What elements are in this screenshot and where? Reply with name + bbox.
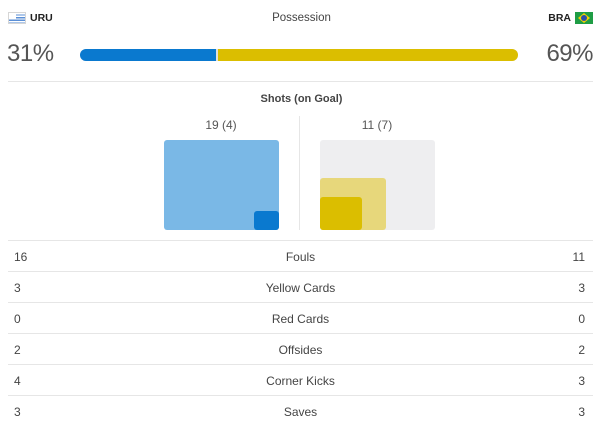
stat-away-value: 11 <box>572 250 585 264</box>
shots-title: Shots (on Goal) <box>260 93 343 105</box>
shots-separator <box>299 116 300 230</box>
stat-row-yellow-cards: 3 Yellow Cards 3 <box>8 271 593 302</box>
stat-row-red-cards: 0 Red Cards 0 <box>8 302 593 333</box>
stat-home-value: 0 <box>14 312 21 326</box>
stat-away-value: 3 <box>578 281 585 295</box>
stat-label: Fouls <box>285 250 316 264</box>
stat-row-offsides: 2 Offsides 2 <box>8 333 593 364</box>
stat-home-value: 4 <box>14 374 21 388</box>
away-possession-percent: 69% <box>546 40 593 67</box>
stat-home-value: 16 <box>14 250 28 264</box>
stat-row-saves: 3 Saves 3 <box>8 395 593 426</box>
home-possession-percent: 31% <box>7 40 54 67</box>
section-divider <box>8 81 593 82</box>
away-team-abbr: BRA <box>548 12 571 24</box>
stat-away-value: 3 <box>578 374 585 388</box>
away-team: BRA <box>548 12 593 24</box>
home-team: URU <box>8 12 53 24</box>
home-shots-count: 19 (4) <box>205 118 237 132</box>
possession-bar <box>80 49 518 61</box>
stat-row-fouls: 16 Fouls 11 <box>8 240 593 271</box>
stat-label: Red Cards <box>271 312 330 326</box>
home-team-abbr: URU <box>30 12 53 24</box>
stat-label: Corner Kicks <box>266 374 335 388</box>
home-shots-box <box>164 140 279 230</box>
stat-home-value: 2 <box>14 343 21 357</box>
stat-home-value: 3 <box>14 405 21 419</box>
possession-bar-away <box>217 49 518 61</box>
possession-section: URU Possession BRA 31% 69% <box>0 0 603 82</box>
stat-label: Offsides <box>278 343 323 357</box>
stat-label: Saves <box>283 405 318 419</box>
stat-row-corner-kicks: 4 Corner Kicks 3 <box>8 364 593 395</box>
possession-title: Possession <box>272 12 331 24</box>
stat-label: Yellow Cards <box>265 281 336 295</box>
possession-bar-home <box>80 49 216 61</box>
away-shots-on-goal-box <box>320 197 362 230</box>
away-shots-count: 11 (7) <box>361 118 393 132</box>
stat-away-value: 0 <box>578 312 585 326</box>
stats-table: 16 Fouls 11 3 Yellow Cards 3 0 Red Cards… <box>8 240 593 426</box>
stat-away-value: 2 <box>578 343 585 357</box>
home-shots-on-goal-box <box>254 211 279 230</box>
away-shots-area <box>320 140 435 230</box>
stat-home-value: 3 <box>14 281 21 295</box>
stat-away-value: 3 <box>578 405 585 419</box>
uruguay-flag-icon <box>8 12 26 24</box>
brazil-flag-icon <box>575 12 593 24</box>
